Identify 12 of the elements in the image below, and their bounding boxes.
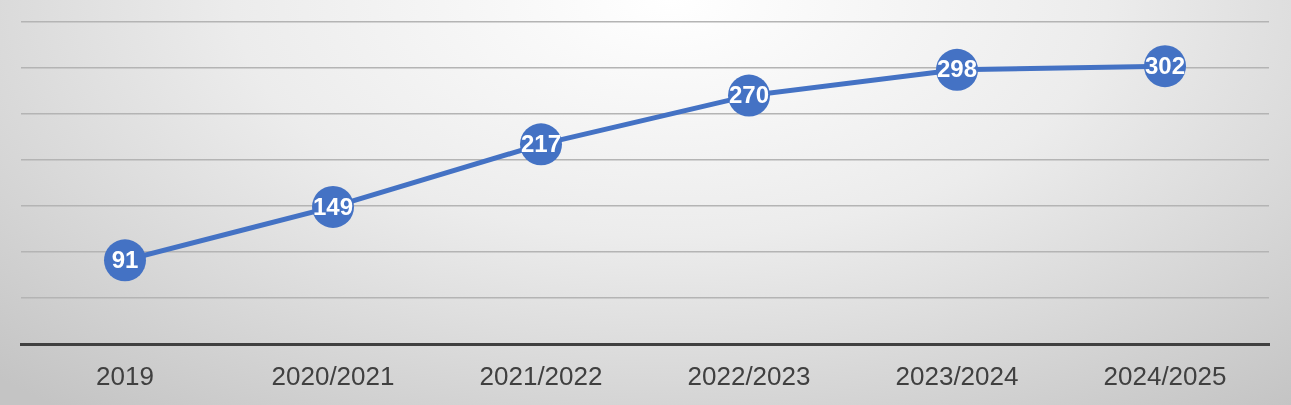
data-label: 298 (936, 55, 978, 83)
data-label: 302 (1144, 51, 1186, 79)
x-tick-label: 2023/2024 (895, 360, 1019, 391)
x-tick-label: 2021/2022 (479, 360, 603, 391)
data-label: 217 (520, 129, 562, 157)
x-tick-label: 2022/2023 (687, 360, 811, 391)
data-label: 270 (728, 81, 770, 109)
x-tick-label: 2024/2025 (1103, 360, 1227, 391)
data-label: 91 (111, 245, 139, 273)
data-label: 149 (312, 192, 354, 220)
x-tick-label: 2020/2021 (271, 360, 395, 391)
x-tick-label: 2019 (96, 360, 154, 391)
